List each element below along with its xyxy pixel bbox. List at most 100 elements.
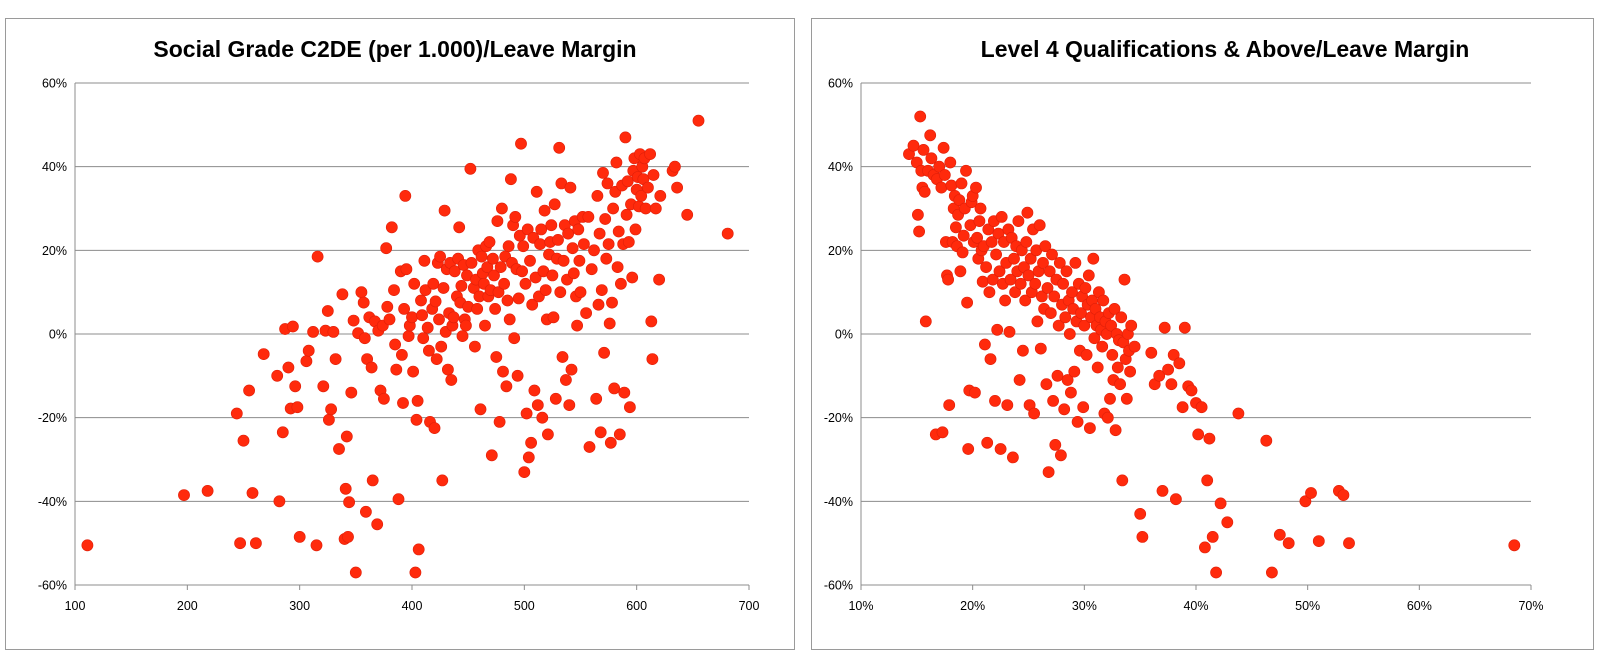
data-point (534, 238, 546, 250)
data-point (973, 215, 986, 227)
data-point (1040, 378, 1053, 391)
data-point (1033, 219, 1046, 232)
y-tick-label: -20% (824, 411, 853, 425)
data-point (464, 162, 477, 175)
data-point (539, 284, 552, 296)
data-point (342, 531, 354, 543)
data-point (409, 566, 422, 579)
data-point (497, 365, 509, 378)
data-point (1024, 252, 1037, 265)
data-point (1035, 290, 1048, 303)
data-point (913, 225, 925, 238)
data-point (681, 208, 694, 221)
data-point (618, 386, 631, 399)
data-point (610, 156, 623, 169)
y-axis-ticks: 60% 40% 20% 0% -20% -40% -60% (824, 77, 853, 593)
data-point (961, 296, 973, 309)
data-point (325, 403, 337, 416)
y-tick-label: -40% (38, 495, 67, 509)
data-point (563, 399, 576, 411)
data-point (612, 225, 625, 238)
data-point (491, 215, 504, 227)
data-point (430, 353, 443, 365)
data-point (289, 380, 302, 393)
data-point (1044, 307, 1057, 319)
data-point (564, 181, 577, 194)
data-point (565, 363, 578, 376)
y-tick-label: -20% (38, 411, 67, 425)
data-point (471, 302, 484, 315)
data-point (399, 189, 412, 202)
data-point (433, 313, 445, 326)
data-point (416, 309, 428, 322)
data-point (1077, 401, 1090, 414)
data-point (237, 434, 250, 447)
data-point (624, 401, 636, 414)
data-point (547, 311, 560, 324)
x-tick-label: 20% (960, 599, 985, 613)
data-point (566, 242, 579, 255)
data-point (438, 204, 451, 217)
data-point (495, 202, 508, 215)
y-axis-ticks: 60% 40% 20% 0% -20% -40% -60% (38, 77, 67, 593)
data-point (595, 284, 608, 296)
data-point (1120, 392, 1133, 405)
data-point (380, 242, 393, 255)
data-point (355, 286, 368, 299)
x-axis-ticks: 10% 20% 30% 40% 50% 60% 70% (848, 599, 1543, 613)
data-point (1109, 424, 1122, 437)
data-point (291, 401, 304, 414)
data-point (1059, 311, 1072, 324)
data-point (582, 210, 595, 223)
data-point (286, 320, 299, 333)
data-point (500, 380, 513, 393)
data-point (421, 321, 434, 334)
data-point (1104, 392, 1116, 405)
data-point (1071, 415, 1084, 428)
grid-layer (860, 82, 1532, 590)
data-point (1156, 484, 1169, 497)
data-point (552, 233, 564, 246)
data-point (436, 474, 449, 487)
y-tick-label: 60% (42, 77, 67, 91)
chart-panel-left: Social Grade C2DE (per 1.000)/Leave Marg… (5, 18, 795, 650)
data-point (1058, 403, 1071, 416)
data-point (974, 202, 987, 215)
y-tick-label: -60% (38, 579, 67, 593)
data-point (594, 426, 607, 439)
data-point (999, 294, 1011, 307)
data-point (1101, 411, 1114, 424)
x-tick-label: 100 (65, 599, 86, 613)
y-tick-label: 60% (828, 77, 853, 91)
data-point (389, 338, 401, 351)
data-point (556, 351, 569, 363)
data-point (528, 384, 541, 397)
data-point (984, 353, 997, 365)
data-point (1019, 294, 1032, 307)
data-point (445, 374, 458, 386)
data-point (914, 110, 927, 123)
data-point (525, 436, 537, 449)
data-point (536, 411, 549, 424)
data-point (981, 436, 994, 449)
data-point (1128, 340, 1141, 353)
x-tick-label: 70% (1518, 599, 1543, 613)
data-point (1176, 401, 1189, 414)
data-point (553, 141, 566, 154)
data-point (585, 263, 598, 276)
data-point (322, 413, 335, 426)
data-point (343, 496, 355, 509)
data-point (465, 256, 478, 269)
data-point (591, 189, 604, 202)
data-point (993, 265, 1006, 278)
data-point (517, 240, 530, 253)
data-point (419, 284, 432, 296)
data-point (573, 254, 586, 267)
data-point (1173, 357, 1186, 370)
data-point (388, 284, 400, 296)
data-point (1192, 428, 1205, 441)
data-point (994, 443, 1007, 455)
data-point (1063, 328, 1076, 340)
data-point (574, 286, 587, 299)
data-point (1198, 541, 1211, 554)
